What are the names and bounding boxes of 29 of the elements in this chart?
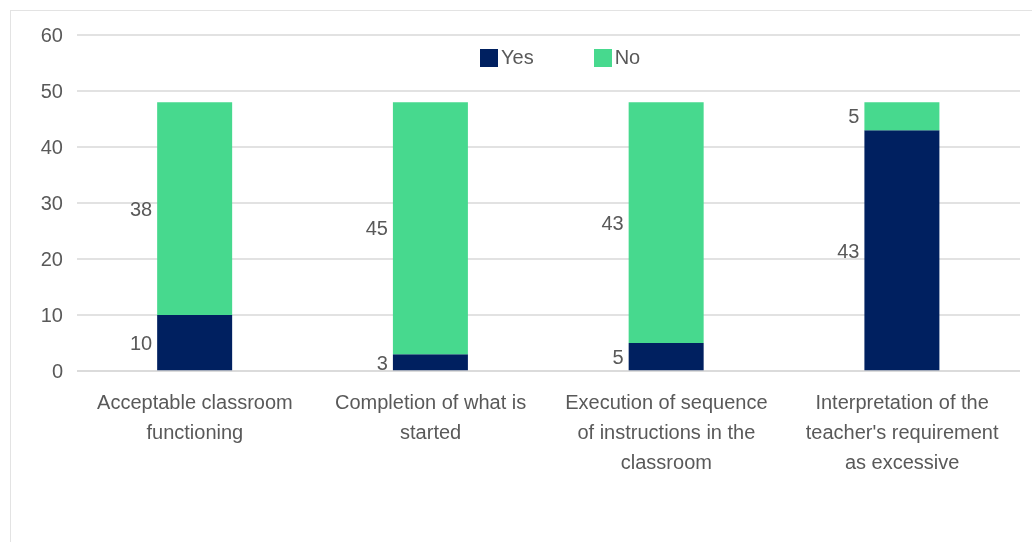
y-tick-label: 10: [40, 304, 63, 327]
y-tick-label: 50: [40, 80, 63, 103]
x-tick-label: Interpretation of the teacher's requirement as excessive: [805, 391, 999, 474]
bar: [157, 102, 233, 315]
legend-label: No: [614, 46, 641, 69]
bar: [628, 102, 704, 343]
y-tick-label: 30: [40, 192, 63, 215]
bar: [392, 354, 468, 371]
y-tick-label: 0: [51, 360, 63, 383]
data-label: 45: [365, 217, 388, 240]
bar: [392, 102, 468, 355]
y-tick-label: 40: [40, 136, 63, 159]
data-label: 3: [376, 351, 388, 374]
x-tick-label: Execution of sequence of instructions in the classroom: [565, 391, 768, 474]
data-label: 10: [129, 332, 153, 354]
bar: [864, 102, 940, 131]
bar: [864, 130, 940, 371]
data-label: 43: [601, 211, 624, 234]
bar: [157, 315, 233, 371]
y-tick-label: 20: [40, 248, 63, 271]
data-label: 43: [837, 239, 860, 262]
legend-label: Yes: [501, 46, 534, 69]
data-label: 38: [129, 197, 153, 220]
data-label: 5: [612, 346, 624, 368]
data-label: 5: [848, 105, 860, 128]
x-tick-label: Completion of what is started: [335, 391, 527, 444]
y-tick-label: 60: [40, 24, 63, 47]
x-tick-label: Acceptable classroom functioning: [97, 391, 293, 444]
bar: [628, 343, 704, 371]
